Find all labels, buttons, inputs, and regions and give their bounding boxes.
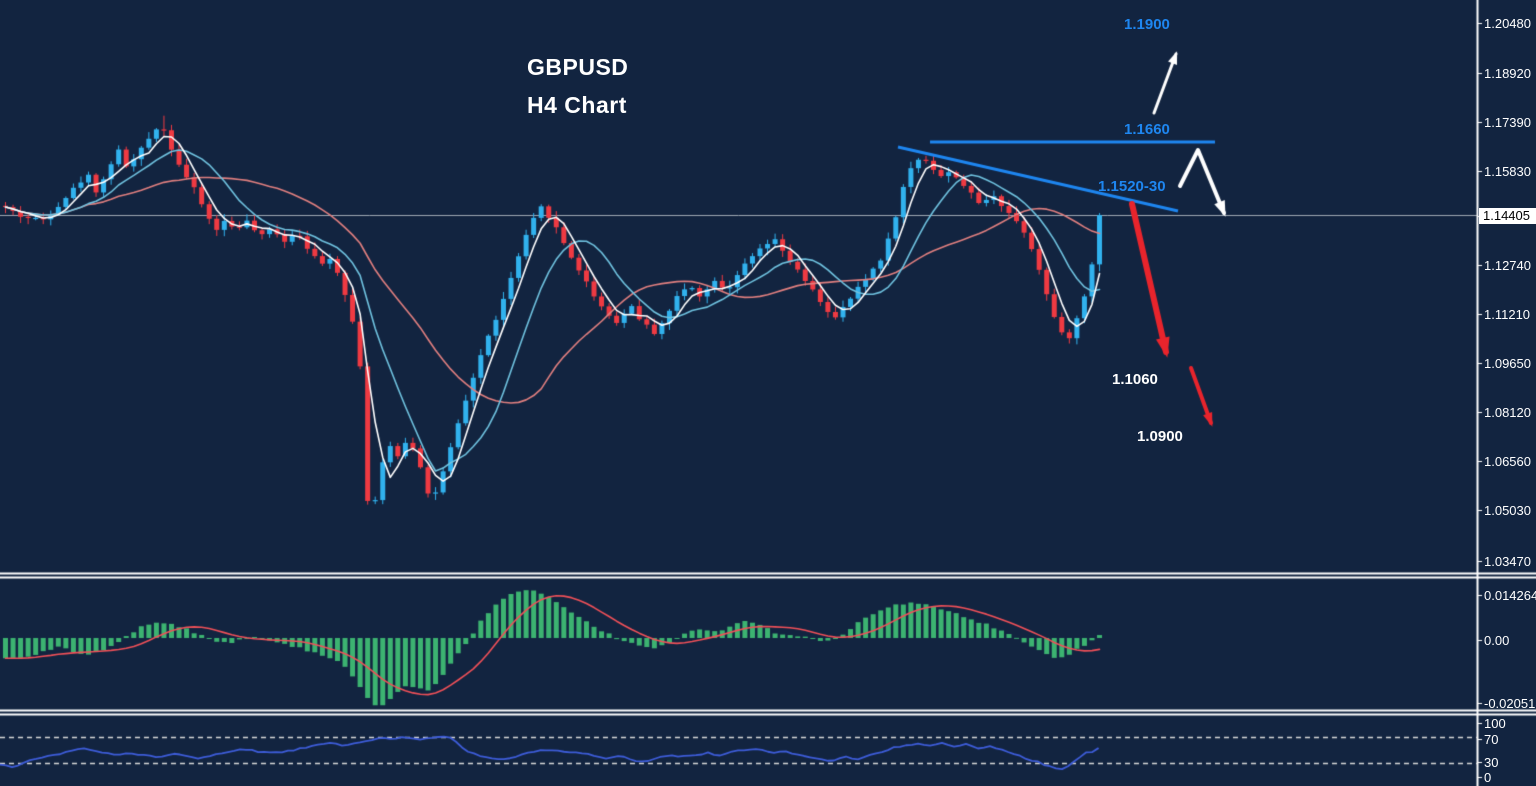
price-annotation-1_1900: 1.1900: [1124, 16, 1170, 33]
price-annotation-1_1060: 1.1060: [1112, 371, 1158, 388]
rsi-axis-label: 30: [1484, 755, 1499, 770]
price-annotation-1_1660: 1.1660: [1124, 121, 1170, 138]
rsi-axis-label: 70: [1484, 732, 1499, 747]
current-price-tag: 1.14405: [1479, 208, 1536, 224]
macd-axis-label: -0.020513: [1484, 696, 1536, 711]
macd-axis-label: 0.014264: [1484, 588, 1536, 603]
price-tick-label: 1.18920: [1484, 66, 1531, 81]
price-tick-label: 1.17390: [1484, 115, 1531, 130]
price-tick-label: 1.15830: [1484, 164, 1531, 179]
price-tick-label: 1.05030: [1484, 503, 1531, 518]
price-tick-label: 1.06560: [1484, 454, 1531, 469]
chart-title-symbol: GBPUSD: [527, 54, 629, 80]
chart-title: GBPUSD H4 Chart: [527, 48, 628, 124]
price-tick-label: 1.12740: [1484, 258, 1531, 273]
price-tick-label: 1.08120: [1484, 405, 1531, 420]
rsi-axis-label: 100: [1484, 716, 1506, 731]
price-tick-label: 1.11210: [1484, 307, 1531, 322]
price-tick-label: 1.09650: [1484, 356, 1531, 371]
price-annotation-1_1520-30: 1.1520-30: [1098, 178, 1166, 195]
price-annotation-1_0900: 1.0900: [1137, 428, 1183, 445]
chart-title-timeframe: H4 Chart: [527, 92, 627, 118]
price-tick-label: 1.20480: [1484, 16, 1531, 31]
macd-axis-label: 0.00: [1484, 633, 1510, 648]
rsi-axis-label: 0: [1484, 770, 1492, 785]
price-tick-label: 1.03470: [1484, 554, 1531, 569]
